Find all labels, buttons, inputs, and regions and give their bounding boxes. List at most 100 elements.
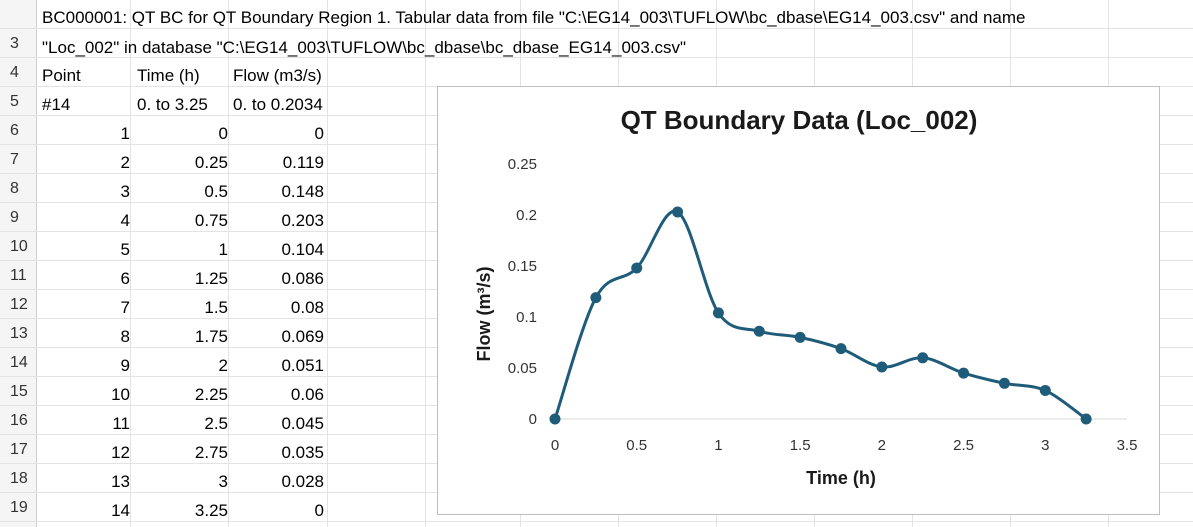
row-number[interactable]: 11 bbox=[10, 267, 27, 284]
point-cell[interactable]: 6 bbox=[120, 269, 130, 288]
data-point bbox=[876, 361, 888, 373]
time-cell[interactable]: 3 bbox=[218, 472, 228, 491]
row-number[interactable]: 4 bbox=[10, 64, 19, 81]
row-number[interactable]: 13 bbox=[10, 325, 28, 342]
x-tick-label: 2 bbox=[878, 437, 886, 454]
point-cell[interactable]: 7 bbox=[120, 298, 130, 317]
point-cell[interactable]: 11 bbox=[112, 414, 130, 433]
time-cell[interactable]: 2.5 bbox=[204, 414, 228, 433]
data-point bbox=[917, 352, 929, 364]
flow-cell[interactable]: 0.203 bbox=[281, 211, 324, 230]
chart-area[interactable]: QT Boundary Data (Loc_002) Time (h) Flow… bbox=[437, 86, 1160, 515]
flow-cell[interactable]: 0.028 bbox=[281, 472, 324, 491]
y-axis-label: Flow (m³/s) bbox=[474, 267, 494, 362]
x-tick-label: 0.5 bbox=[626, 437, 647, 454]
col-header-time[interactable]: Time (h) bbox=[137, 66, 200, 85]
sheet-row: 3 bbox=[0, 29, 1193, 58]
flow-cell[interactable]: 0.045 bbox=[281, 414, 324, 433]
row-number[interactable]: 5 bbox=[10, 93, 19, 110]
point-cell[interactable]: 10 bbox=[111, 385, 130, 404]
point-cell[interactable]: 9 bbox=[120, 356, 130, 375]
chart-title: QT Boundary Data (Loc_002) bbox=[621, 105, 978, 135]
time-cell[interactable]: 0.25 bbox=[194, 153, 228, 172]
data-point bbox=[631, 262, 643, 274]
range-flow[interactable]: 0. to 0.2034 bbox=[233, 95, 323, 114]
time-cell[interactable]: 0.5 bbox=[204, 182, 228, 201]
x-tick-label: 0 bbox=[551, 437, 559, 454]
flow-cell[interactable]: 0.148 bbox=[281, 182, 324, 201]
column-divider bbox=[425, 0, 426, 527]
column-divider bbox=[327, 0, 328, 527]
flow-cell[interactable]: 0.051 bbox=[281, 356, 324, 375]
point-cell[interactable]: 5 bbox=[120, 240, 130, 259]
flow-cell[interactable]: 0.119 bbox=[282, 153, 324, 172]
data-points bbox=[549, 206, 1092, 425]
data-point bbox=[712, 307, 724, 319]
col-header-point[interactable]: Point bbox=[42, 66, 81, 85]
flow-cell[interactable]: 0.08 bbox=[290, 298, 324, 317]
time-cell[interactable]: 1.25 bbox=[194, 269, 228, 288]
qt-boundary-chart: QT Boundary Data (Loc_002) Time (h) Flow… bbox=[474, 105, 1138, 488]
time-cell[interactable]: 0 bbox=[218, 124, 228, 143]
y-tick-label: 0.15 bbox=[508, 258, 537, 275]
flow-cell[interactable]: 0 bbox=[314, 124, 324, 143]
col-header-flow[interactable]: Flow (m3/s) bbox=[233, 66, 322, 85]
data-point bbox=[835, 343, 847, 355]
sheet-row bbox=[0, 0, 1193, 29]
point-cell[interactable]: 1 bbox=[120, 124, 130, 143]
header-line-1[interactable]: BC000001: QT BC for QT Boundary Region 1… bbox=[42, 8, 1026, 27]
row-number[interactable]: 16 bbox=[10, 412, 28, 429]
x-tick-label: 1 bbox=[714, 437, 722, 454]
point-cell[interactable]: 13 bbox=[111, 472, 130, 491]
point-cell[interactable]: 14 bbox=[111, 501, 130, 520]
x-tick-label: 1.5 bbox=[790, 437, 811, 454]
flow-cell[interactable]: 0.069 bbox=[281, 327, 324, 346]
time-cell[interactable]: 1 bbox=[218, 240, 228, 259]
range-point[interactable]: #14 bbox=[42, 95, 71, 114]
data-point bbox=[753, 325, 765, 337]
y-tick-labels: 0 0.05 0.1 0.15 0.2 0.25 bbox=[508, 156, 537, 428]
row-number[interactable]: 3 bbox=[10, 35, 19, 52]
y-tick-label: 0.05 bbox=[508, 360, 537, 377]
y-tick-label: 0.1 bbox=[516, 309, 537, 326]
row-number[interactable]: 10 bbox=[10, 238, 28, 255]
point-cell[interactable]: 2 bbox=[120, 153, 130, 172]
data-point bbox=[998, 377, 1010, 389]
point-cell[interactable]: 12 bbox=[111, 443, 130, 462]
time-cell[interactable]: 2.75 bbox=[194, 443, 228, 462]
time-cell[interactable]: 1.75 bbox=[194, 327, 228, 346]
data-point bbox=[549, 413, 561, 425]
point-cell[interactable]: 3 bbox=[120, 182, 130, 201]
time-cell[interactable]: 0.75 bbox=[194, 211, 228, 230]
time-cell[interactable]: 1.5 bbox=[204, 298, 228, 317]
x-tick-labels: 0 0.5 1 1.5 2 2.5 3 3.5 bbox=[551, 437, 1138, 454]
row-number[interactable]: 9 bbox=[10, 209, 19, 226]
point-cell[interactable]: 8 bbox=[120, 327, 130, 346]
row-number[interactable]: 6 bbox=[10, 122, 19, 139]
row-number[interactable]: 8 bbox=[10, 180, 19, 197]
flow-cell[interactable]: 0.035 bbox=[281, 443, 324, 462]
row-number[interactable]: 7 bbox=[10, 151, 19, 168]
sheet-row: 19 bbox=[0, 493, 1193, 522]
row-number[interactable]: 18 bbox=[10, 470, 28, 487]
time-cell[interactable]: 2 bbox=[218, 356, 228, 375]
row-number[interactable]: 14 bbox=[10, 354, 28, 371]
row-number[interactable] bbox=[0, 0, 36, 29]
range-time[interactable]: 0. to 3.25 bbox=[137, 95, 208, 114]
flow-cell[interactable]: 0.06 bbox=[290, 385, 324, 404]
data-point bbox=[1039, 384, 1051, 396]
x-tick-label: 3.5 bbox=[1117, 437, 1138, 454]
row-number[interactable]: 19 bbox=[10, 499, 28, 516]
flow-cell[interactable]: 0 bbox=[314, 501, 324, 520]
time-cell[interactable]: 3.25 bbox=[194, 501, 228, 520]
row-number[interactable]: 12 bbox=[10, 296, 28, 313]
header-line-2[interactable]: "Loc_002" in database "C:\EG14_003\TUFLO… bbox=[42, 38, 687, 57]
point-cell[interactable]: 4 bbox=[120, 211, 130, 230]
time-cell[interactable]: 2.25 bbox=[194, 385, 228, 404]
flow-cell[interactable]: 0.104 bbox=[281, 240, 324, 259]
flow-cell[interactable]: 0.086 bbox=[281, 269, 324, 288]
x-tick-label: 3 bbox=[1041, 437, 1049, 454]
row-number[interactable]: 15 bbox=[10, 383, 28, 400]
y-tick-label: 0.25 bbox=[508, 156, 537, 173]
row-number[interactable]: 17 bbox=[10, 441, 28, 458]
